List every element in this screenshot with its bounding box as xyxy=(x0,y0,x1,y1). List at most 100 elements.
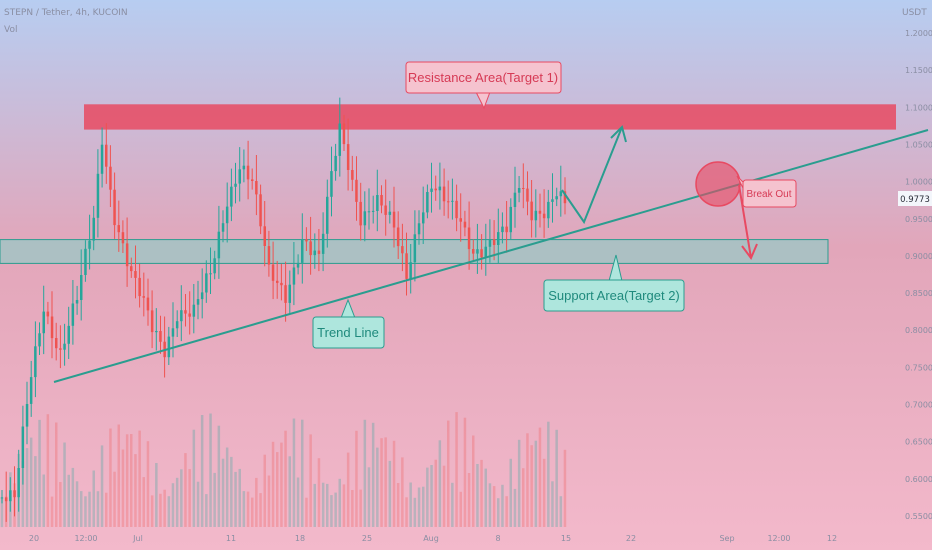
candle xyxy=(371,195,375,224)
projection-down-path xyxy=(738,184,752,259)
volume-bar xyxy=(234,471,237,527)
trend-line xyxy=(53,129,929,383)
volume-bar xyxy=(392,440,396,527)
candle xyxy=(384,179,387,236)
volume-bar xyxy=(505,496,508,527)
candle xyxy=(25,381,29,445)
candle xyxy=(309,216,312,275)
volume-bar xyxy=(121,449,125,527)
candle xyxy=(234,162,237,204)
volume-bar xyxy=(180,469,183,527)
volume-bar xyxy=(534,440,538,527)
volume-bar xyxy=(63,442,66,527)
projection-up-path xyxy=(561,126,623,225)
volume-bar xyxy=(484,468,487,527)
resistance-callout[interactable]: Resistance Area(Target 1) xyxy=(405,61,562,110)
x-tick-label: Sep xyxy=(719,534,734,543)
candle xyxy=(405,232,408,296)
volume-bar xyxy=(0,498,4,528)
volume-bar xyxy=(442,465,446,527)
breakout-circle xyxy=(695,161,741,207)
candle xyxy=(305,227,308,251)
volume-bar xyxy=(155,463,158,527)
trend-line-callout[interactable]: Trend Line xyxy=(312,298,385,349)
symbol-title: STEPN / Tether, 4h, KUCOIN xyxy=(4,8,128,18)
candle xyxy=(209,247,212,294)
y-tick-label: 0.9000 xyxy=(905,252,932,261)
volume-bar xyxy=(200,415,204,527)
candle xyxy=(296,254,300,275)
y-tick-label: 0.7000 xyxy=(905,401,932,410)
volume-bar xyxy=(196,481,200,527)
candle xyxy=(217,205,221,279)
candle xyxy=(492,220,496,261)
candle xyxy=(180,285,183,342)
candle xyxy=(109,145,112,207)
candle xyxy=(363,191,367,242)
candle xyxy=(522,163,525,209)
candle xyxy=(376,169,379,232)
candle xyxy=(146,278,150,326)
candle xyxy=(459,193,462,242)
candle xyxy=(380,185,383,214)
trend-line-label: Trend Line xyxy=(317,325,379,340)
candle xyxy=(271,241,275,300)
candle xyxy=(463,210,467,237)
y-tick-label: 0.6000 xyxy=(905,475,932,484)
y-tick-label: 1.0500 xyxy=(905,141,932,150)
volume-bar xyxy=(459,491,462,527)
candle xyxy=(442,168,446,216)
volume-bar xyxy=(92,470,95,527)
candle xyxy=(292,242,296,306)
x-tick-label: 20 xyxy=(29,534,39,543)
y-tick-label: 1.0000 xyxy=(905,178,932,187)
candle xyxy=(367,188,371,230)
volume-bar xyxy=(513,488,517,527)
volume-bar xyxy=(75,481,79,527)
candle xyxy=(559,165,563,217)
candle xyxy=(526,171,529,216)
volume-bar xyxy=(326,483,329,527)
candle xyxy=(542,189,546,238)
volume-bar xyxy=(29,437,33,527)
candle xyxy=(501,212,504,244)
candle xyxy=(105,123,108,184)
volume-bar xyxy=(376,447,379,527)
breakout-callout[interactable]: Break Out xyxy=(736,175,797,208)
candle xyxy=(130,257,133,278)
volume-bar xyxy=(563,449,567,527)
volume-bar xyxy=(38,419,41,527)
candle xyxy=(547,189,550,228)
breakout-label: Break Out xyxy=(746,189,791,200)
volume-bar xyxy=(50,496,54,527)
volume-bar xyxy=(88,491,91,527)
volume-bar xyxy=(134,454,137,527)
volume-bar xyxy=(455,412,458,527)
candle xyxy=(96,149,100,238)
candle xyxy=(413,210,417,282)
candle xyxy=(538,193,542,228)
candle xyxy=(84,240,87,282)
volume-bar xyxy=(434,459,437,527)
volume-bar xyxy=(551,481,554,527)
volume-bar xyxy=(351,490,354,527)
volume-bar xyxy=(138,430,141,527)
candle xyxy=(517,176,521,203)
candle xyxy=(396,211,400,259)
volume-bar xyxy=(125,434,129,527)
candle xyxy=(530,180,533,238)
volume-bar xyxy=(492,486,496,527)
volume-bar xyxy=(42,474,45,527)
volume-bar xyxy=(242,491,246,527)
x-tick-label: Aug xyxy=(423,534,439,543)
volume-bar xyxy=(225,447,229,527)
volume-bar xyxy=(84,496,87,527)
support-callout[interactable]: Support Area(Target 2) xyxy=(543,254,685,312)
candle xyxy=(505,201,508,253)
candle xyxy=(59,325,62,369)
candle xyxy=(401,223,404,272)
candle xyxy=(0,490,4,504)
candle xyxy=(42,285,45,355)
